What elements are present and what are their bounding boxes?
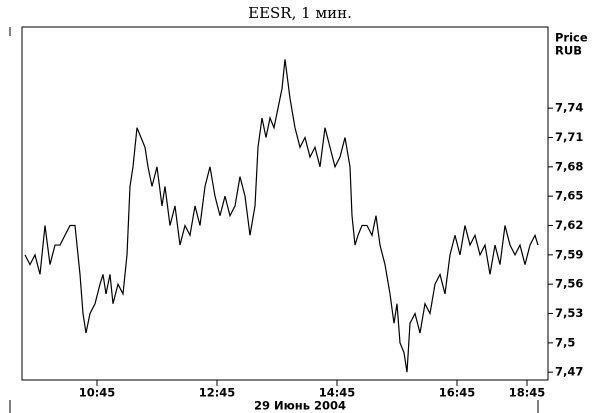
- y-tick-label: 7,59: [555, 247, 583, 261]
- y-tick-label: 7,56: [555, 277, 583, 291]
- x-tick-label: 14:45: [319, 386, 356, 400]
- y-axis-label: Price: [555, 31, 588, 45]
- chart-title: EESR, 1 мин.: [248, 4, 352, 22]
- y-tick-label: 7,74: [555, 101, 583, 115]
- y-tick-label: 7,5: [555, 335, 575, 349]
- x-tick-label: 12:45: [199, 386, 236, 400]
- y-tick-label: 7,68: [555, 159, 583, 173]
- y-tick-label: 7,62: [555, 218, 583, 232]
- y-axis-label: RUB: [555, 44, 582, 58]
- plot-frame: [21, 26, 549, 381]
- y-tick-label: 7,47: [555, 365, 583, 379]
- y-tick-label: 7,65: [555, 189, 583, 203]
- x-tick-label: 18:45: [509, 386, 546, 400]
- x-tick-label: 16:45: [439, 386, 476, 400]
- y-tick-label: 7,71: [555, 130, 583, 144]
- x-axis-label: 29 Июнь 2004: [254, 399, 346, 413]
- x-tick-label: 10:45: [79, 386, 116, 400]
- price-line: [24, 59, 539, 373]
- y-tick-label: 7,53: [555, 306, 583, 320]
